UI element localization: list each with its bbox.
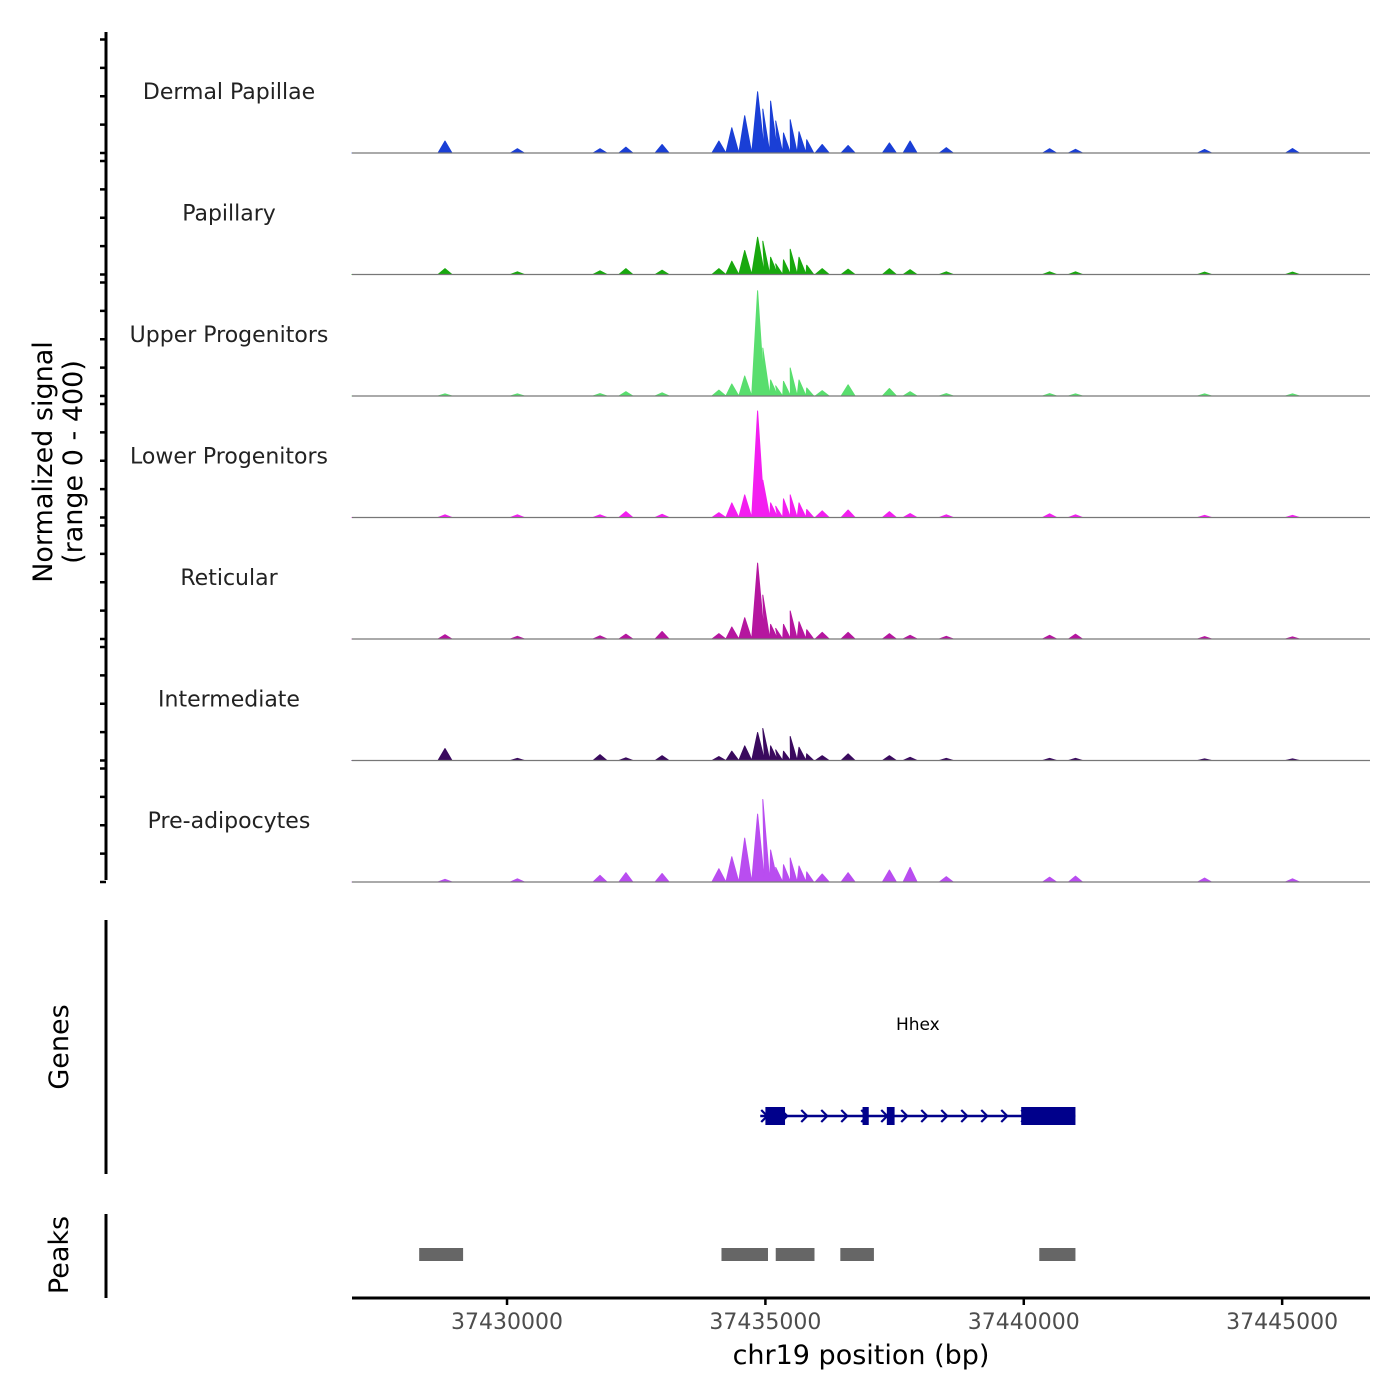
strand-chevron bbox=[960, 1109, 969, 1123]
signal-area bbox=[351, 799, 1330, 883]
gene-exon bbox=[765, 1107, 786, 1125]
peak-region bbox=[775, 1248, 815, 1261]
strand-chevron bbox=[800, 1109, 809, 1123]
x-axis-title: chr19 position (bp) bbox=[733, 1340, 990, 1371]
signal-area bbox=[351, 728, 1330, 761]
signal-area bbox=[351, 290, 1330, 397]
x-tick-label: 37445000 bbox=[1226, 1310, 1338, 1335]
x-axis-ticks: 37430000 37435000 37440000 37445000 bbox=[451, 1298, 1338, 1335]
signal-tracks: Dermal Papillae Papillary Upper Progenitor… bbox=[130, 80, 1370, 883]
gene-label: Hhex bbox=[896, 1015, 940, 1035]
track-label: Upper Progenitors bbox=[130, 323, 329, 348]
track-label: Intermediate bbox=[158, 688, 300, 713]
peak-region bbox=[840, 1248, 874, 1261]
track-label: Lower Progenitors bbox=[130, 445, 328, 470]
peak-track bbox=[419, 1248, 1076, 1261]
track-label: Reticular bbox=[180, 566, 278, 591]
strand-chevron bbox=[820, 1109, 829, 1123]
peaks-panel-label: Peaks bbox=[44, 1216, 75, 1294]
gene-exon bbox=[1021, 1107, 1076, 1125]
track-label: Dermal Papillae bbox=[143, 80, 315, 105]
track-label: Papillary bbox=[182, 202, 276, 227]
gene-exon bbox=[886, 1107, 895, 1125]
gene-track: Hhex bbox=[760, 1015, 1076, 1125]
strand-chevron bbox=[900, 1109, 909, 1123]
signal-area bbox=[351, 562, 1330, 640]
strand-chevron bbox=[840, 1109, 849, 1123]
peak-region bbox=[1039, 1248, 1076, 1261]
peak-region bbox=[419, 1248, 464, 1261]
strand-chevron bbox=[920, 1109, 929, 1123]
signal-axis-title-line2: (range 0 - 400) bbox=[58, 360, 89, 564]
strand-chevron bbox=[980, 1109, 989, 1123]
signal-y-axis-ticks bbox=[100, 38, 106, 884]
signal-axis-title: Normalized signal (range 0 - 400) bbox=[28, 341, 89, 583]
gene-exon bbox=[862, 1107, 869, 1125]
strand-chevron bbox=[1000, 1109, 1009, 1123]
x-tick-label: 37430000 bbox=[451, 1310, 563, 1335]
signal-area bbox=[351, 410, 1330, 518]
peak-region bbox=[721, 1248, 768, 1261]
strand-chevron bbox=[940, 1109, 949, 1123]
signal-area bbox=[351, 91, 1330, 154]
signal-area bbox=[351, 236, 1330, 275]
track-label: Pre-adipocytes bbox=[148, 809, 311, 834]
x-tick-label: 37440000 bbox=[968, 1310, 1080, 1335]
x-tick-label: 37435000 bbox=[709, 1310, 821, 1335]
signal-axis-title-line1: Normalized signal bbox=[28, 341, 59, 583]
genes-panel-label: Genes bbox=[44, 1004, 75, 1089]
